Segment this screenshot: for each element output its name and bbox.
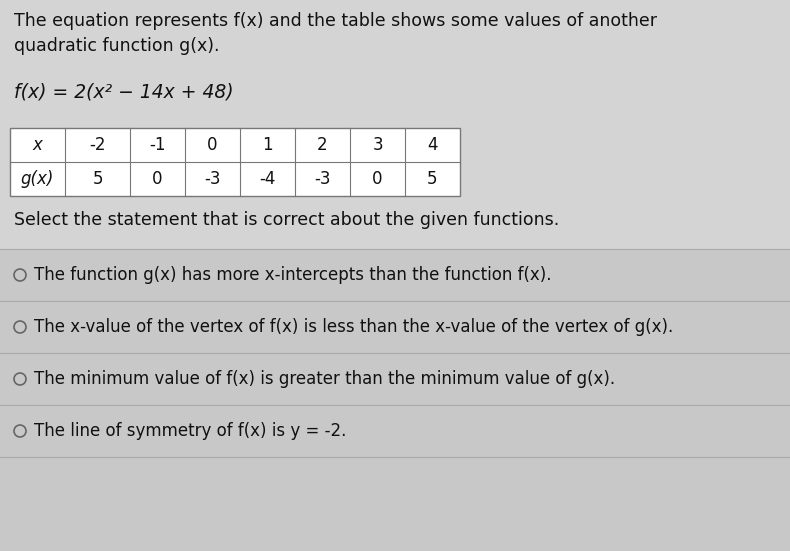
Text: 0: 0: [372, 170, 382, 188]
Bar: [0, 249, 790, 457]
Text: Select the statement that is correct about the given functions.: Select the statement that is correct abo…: [14, 211, 559, 229]
Text: 5: 5: [92, 170, 103, 188]
Text: The line of symmetry of f(x) is y = -2.: The line of symmetry of f(x) is y = -2.: [34, 422, 346, 440]
Text: -1: -1: [149, 136, 166, 154]
Text: -4: -4: [259, 170, 276, 188]
Text: 5: 5: [427, 170, 438, 188]
Text: x: x: [32, 136, 43, 154]
Text: 4: 4: [427, 136, 438, 154]
Text: 2: 2: [318, 136, 328, 154]
Text: The x-value of the vertex of f(x) is less than the x-value of the vertex of g(x): The x-value of the vertex of f(x) is les…: [34, 318, 673, 336]
Text: f(x) = 2(x² − 14x + 48): f(x) = 2(x² − 14x + 48): [14, 82, 234, 101]
Text: 0: 0: [207, 136, 218, 154]
Text: -3: -3: [314, 170, 331, 188]
Text: The minimum value of f(x) is greater than the minimum value of g(x).: The minimum value of f(x) is greater tha…: [34, 370, 615, 388]
Text: -3: -3: [205, 170, 220, 188]
Text: g(x): g(x): [21, 170, 55, 188]
Text: The equation represents f(x) and the table shows some values of another
quadrati: The equation represents f(x) and the tab…: [14, 12, 657, 55]
Bar: [0, 0, 790, 290]
Text: The function g(x) has more x-intercepts than the function f(x).: The function g(x) has more x-intercepts …: [34, 266, 551, 284]
Bar: [10, 128, 460, 196]
Text: 0: 0: [152, 170, 163, 188]
Text: 3: 3: [372, 136, 383, 154]
Text: -2: -2: [89, 136, 106, 154]
Text: 1: 1: [262, 136, 273, 154]
